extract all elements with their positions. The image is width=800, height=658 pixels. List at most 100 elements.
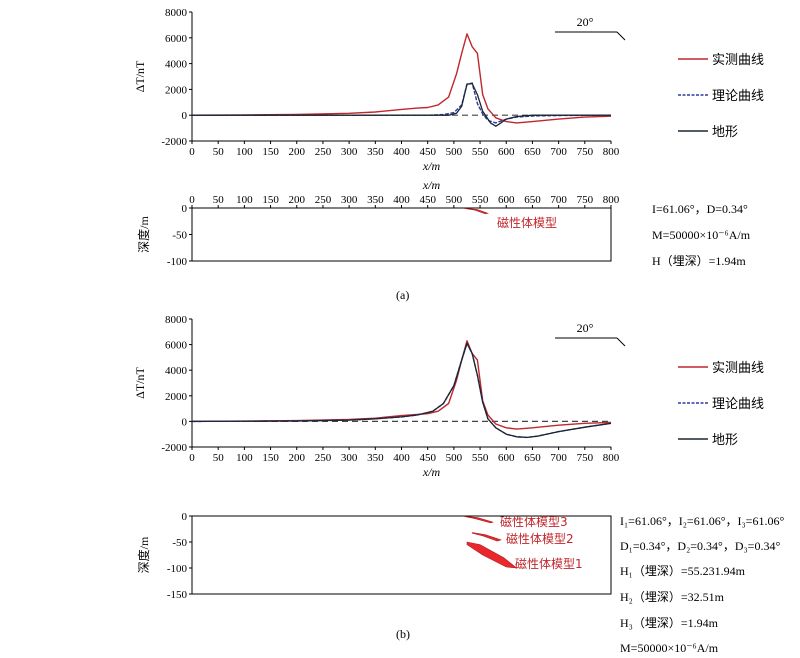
chart-b-x-tick-label: 600 [498, 452, 515, 464]
chart-b-y-tick-label: 4000 [165, 365, 188, 377]
chart-a-x-tick-label: 750 [577, 146, 594, 158]
chart-b-x-tick-label: 50 [213, 452, 225, 464]
chart-a-x-tick-label: 500 [446, 146, 463, 158]
param-b-5: M=50000×10⁻⁶A/m [620, 641, 719, 655]
depth-a-x-tick-label: 400 [393, 194, 410, 206]
chart-a-series-theory-line [192, 82, 612, 124]
depth-a-x-tick-label: 500 [446, 194, 463, 206]
chart-b-series-theory-line [191, 342, 612, 439]
chart-b-y-tick-label: 6000 [165, 340, 188, 352]
depth-b-y-tick-label: -50 [172, 537, 187, 549]
chart-a-series-measured-line [191, 33, 612, 124]
chart-a-y-tick-label: 6000 [165, 33, 188, 45]
param-a-1: M=50000×10⁻⁶A/m [652, 228, 751, 242]
depth-a-y-tick-label: -50 [172, 230, 187, 242]
chart-b-legend-label: 地形 [712, 433, 738, 448]
depth-a-x-axis-label: x/m [422, 178, 441, 192]
chart-b-x-tick-label: 400 [393, 452, 410, 464]
chart-a-y-tick-label: -2000 [161, 136, 187, 148]
chart-a-x-tick-label: 700 [550, 146, 567, 158]
chart-b-x-tick-label: 700 [550, 452, 567, 464]
chart-b-legend-label: 实测曲线 [712, 361, 764, 376]
chart-a-x-tick-label: 600 [498, 146, 515, 158]
depth-a-x-tick-label: 50 [213, 194, 225, 206]
caption-a: (a) [396, 288, 409, 302]
chart-a-legend-label: 理论曲线 [712, 89, 764, 104]
chart-b-angle-indicator-slope [616, 337, 626, 347]
param-b-4: H₃（埋深）=1.94m [620, 616, 719, 630]
depth-a-x-tick-label: 100 [236, 194, 253, 206]
depth-b-y-tick-label: -150 [167, 589, 188, 601]
depth-a-x-tick-label: 250 [315, 194, 332, 206]
depth-b-y-tick-label: 0 [182, 511, 188, 523]
depth-a-x-tick-label: 650 [524, 194, 541, 206]
depth-b-y-tick-label: -100 [167, 563, 188, 575]
chart-b-x-tick-label: 650 [524, 452, 541, 464]
chart-b-angle-label: 20° [577, 321, 594, 335]
depth-a-x-tick-label: 750 [577, 194, 594, 206]
caption-b: (b) [396, 627, 410, 641]
chart-b-y-tick-label: 2000 [165, 391, 188, 403]
depth-a-magnetic-body-1 [464, 207, 490, 215]
depth-a-x-tick-label: 350 [367, 194, 384, 206]
chart-a-x-tick-label: 300 [341, 146, 358, 158]
chart-b-y-axis-label: ΔT/nT [133, 366, 147, 398]
depth-a-body-label-1: 磁性体模型 [497, 215, 557, 230]
chart-b: 0 50 100 150 200 250 300 350 400 450 500 550 600 650 7… [133, 314, 764, 479]
depth-a-x-tick-label: 300 [341, 194, 358, 206]
chart-a-x-tick-label: 350 [367, 146, 384, 158]
chart-b-x-tick-label: 200 [289, 452, 306, 464]
depth-a-y-tick-label: -100 [167, 256, 188, 268]
chart-a-x-tick-label: 650 [524, 146, 541, 158]
chart-a-y-axis-label: ΔT/nT [133, 60, 147, 92]
depth-b-frame [191, 515, 612, 595]
chart-a-x-tick-label: 150 [262, 146, 279, 158]
chart-b-x-tick-label: 550 [472, 452, 489, 464]
chart-a-legend-label: 地形 [712, 125, 738, 140]
param-b-2: H₁（埋深）=55.231.94m [620, 564, 746, 578]
depth-a-x-tick-label: 550 [472, 194, 489, 206]
chart-a-legend-label: 实测曲线 [712, 53, 764, 68]
chart-b-y-tick-label: 0 [182, 416, 188, 428]
chart-a-y-tick-label: 8000 [165, 7, 188, 19]
params-a: I=61.06°，D=0.34° M=50000×10⁻⁶A/m H（埋深）=1… [652, 202, 751, 268]
chart-a-series-terrain-line [192, 82, 611, 127]
param-b-0: I₁=61.06°，I₂=61.06°，I₃=61.06° [620, 514, 784, 528]
chart-a-y-tick-label: 0 [182, 110, 188, 122]
depth-a-x-tick-label: 800 [603, 194, 620, 206]
chart-b-series-measured-line [191, 340, 612, 430]
chart-a-y-tick-label: 2000 [165, 84, 188, 96]
chart-b-series-terrain-line [191, 342, 612, 439]
chart-a-x-tick-label: 550 [472, 146, 489, 158]
chart-a-x-tick-label: 800 [603, 146, 620, 158]
depth-a-x-tick-label: 150 [262, 194, 279, 206]
depth-a-x-tick-label: 450 [419, 194, 436, 206]
chart-a-x-tick-label: 250 [315, 146, 332, 158]
depth-b-magnetic-body-3 [466, 541, 518, 569]
depth-b-body-label-2: 磁性体模型2 [506, 531, 574, 546]
chart-a-angle-indicator-slope [616, 31, 626, 41]
depth-a-x-tick-label: 200 [289, 194, 306, 206]
param-a-2: H（埋深）=1.94m [652, 254, 746, 268]
param-b-3: H₂（埋深）=32.51m [620, 590, 725, 604]
chart-a-x-tick-label: 200 [289, 146, 306, 158]
param-b-1: D₁=0.34°，D₂=0.34°，D₃=0.34° [620, 539, 780, 553]
param-a-0: I=61.06°，D=0.34° [652, 202, 748, 216]
chart-b-legend-label: 理论曲线 [712, 397, 764, 412]
depth-section-b: 0 -50 -100 -150 深度/m 磁性体模型3 磁性体模型2 磁性体模型1 [136, 511, 612, 601]
chart-b-x-tick-label: 350 [367, 452, 384, 464]
depth-a-y-tick-label: 0 [182, 203, 188, 215]
chart-b-x-tick-label: 450 [419, 452, 436, 464]
chart-b-x-tick-label: 150 [262, 452, 279, 464]
depth-b-y-axis-label: 深度/m [136, 536, 151, 573]
depth-b-magnetic-body-1 [464, 515, 494, 524]
depth-a-x-tick-label: 700 [550, 194, 567, 206]
chart-a-x-tick-label: 400 [393, 146, 410, 158]
chart-b-x-tick-label: 500 [446, 452, 463, 464]
chart-b-y-tick-label: 8000 [165, 314, 188, 326]
chart-a-x-tick-label: 100 [236, 146, 253, 158]
chart-a: 0 50 100 150 200 250 300 350 400 450 500 550 600 650 7… [133, 7, 764, 173]
chart-a-angle-label: 20° [577, 15, 594, 29]
depth-a-y-axis-label: 深度/m [136, 216, 151, 253]
